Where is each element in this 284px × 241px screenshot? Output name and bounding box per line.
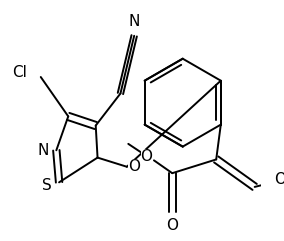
Text: O: O <box>274 172 284 187</box>
Text: O: O <box>128 159 140 174</box>
Text: N: N <box>38 143 49 158</box>
Text: O: O <box>141 149 153 164</box>
Text: S: S <box>42 178 52 193</box>
Text: O: O <box>166 218 178 233</box>
Text: N: N <box>128 14 140 29</box>
Text: Cl: Cl <box>12 65 27 80</box>
